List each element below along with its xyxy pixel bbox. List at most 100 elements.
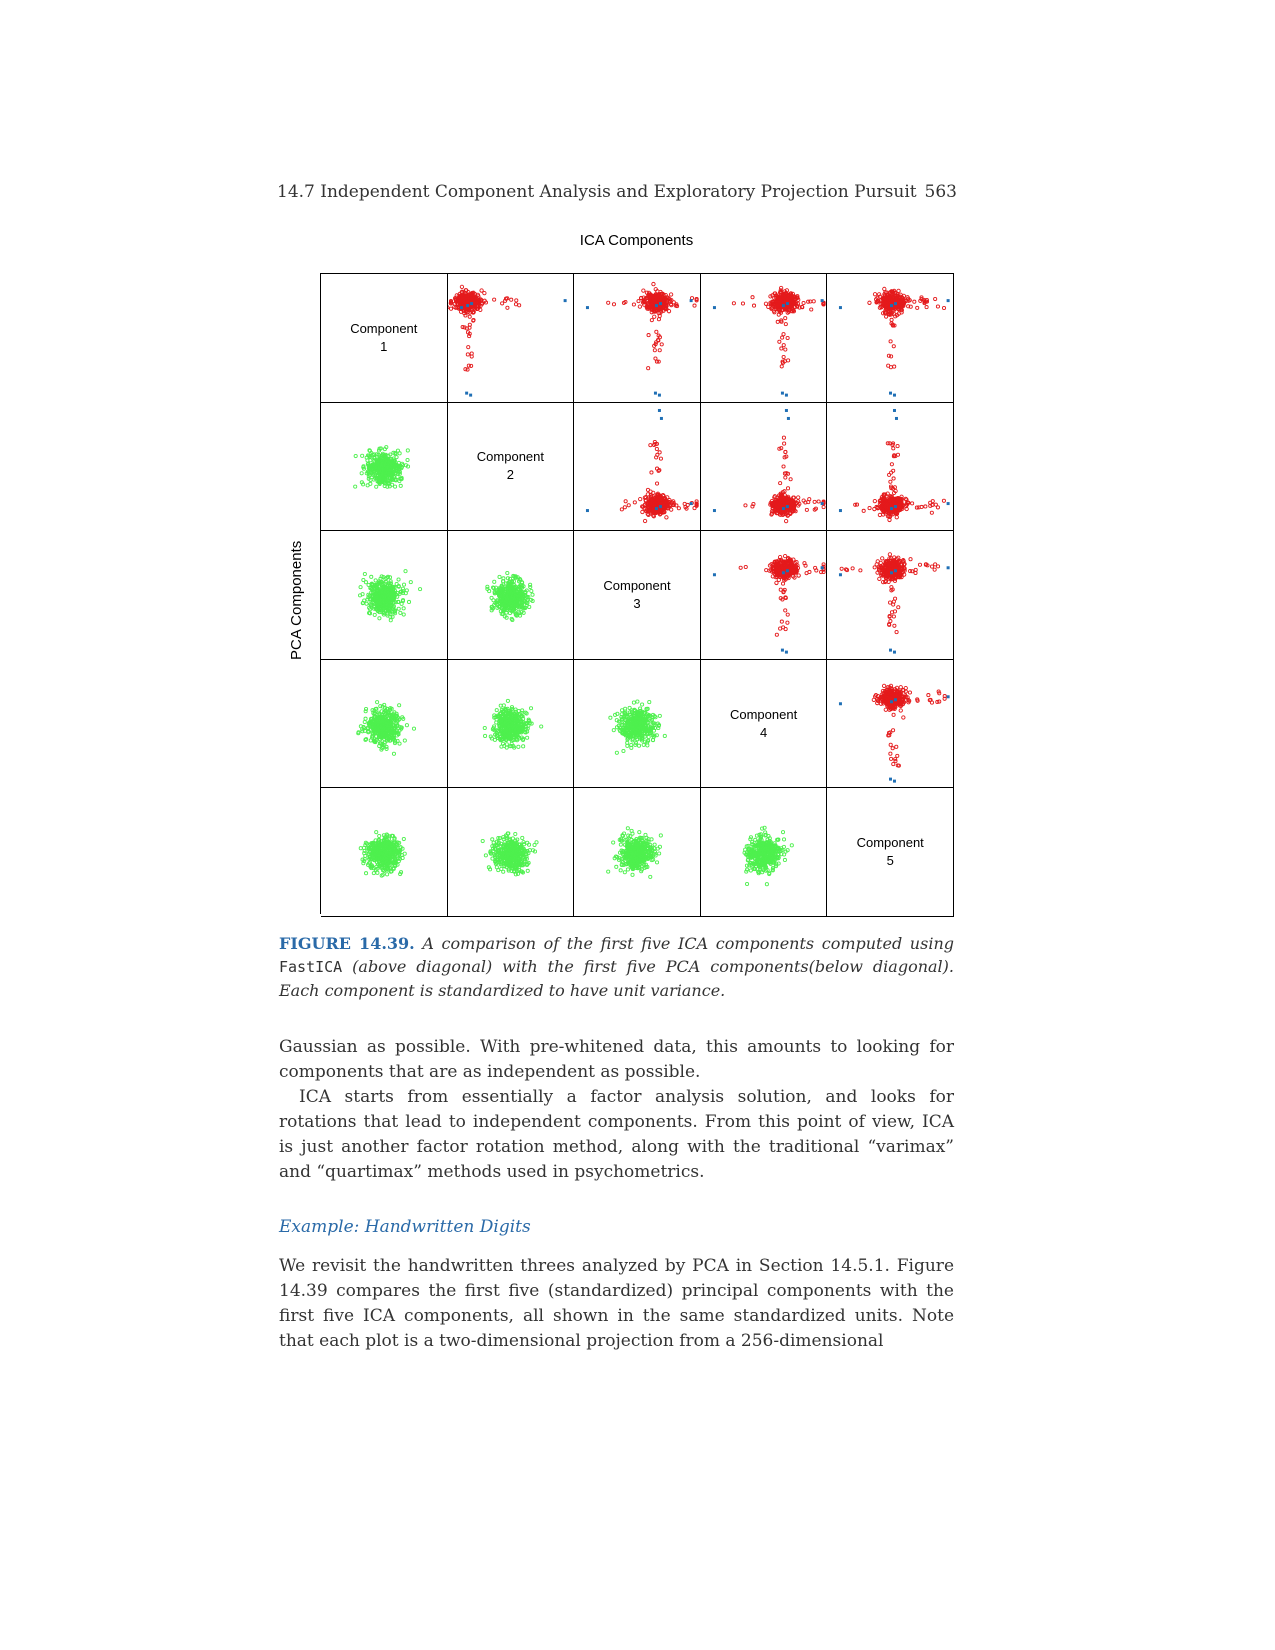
- ica-point: [932, 567, 938, 572]
- ica-point: [622, 504, 628, 509]
- pca-point: [395, 448, 400, 453]
- ica-point: [467, 314, 472, 319]
- pca-point: [400, 599, 405, 604]
- ica-point: [882, 303, 888, 308]
- ica-point: [645, 304, 650, 310]
- ica-point: [776, 577, 781, 583]
- pca-point: [388, 452, 393, 457]
- ica-point: [769, 562, 774, 567]
- figure-y-label: PCA Components: [288, 540, 305, 660]
- ica-point: [899, 575, 905, 580]
- ica-point: [776, 498, 781, 503]
- ica-point: [466, 363, 471, 368]
- pca-point: [385, 465, 390, 470]
- ica-point: [768, 294, 773, 299]
- ica-point: [769, 508, 774, 514]
- ica-point: [878, 566, 883, 571]
- pca-point: [360, 601, 365, 606]
- ica-highlight-point: [660, 416, 664, 420]
- pca-point: [379, 574, 384, 579]
- pca-point: [373, 578, 378, 583]
- ica-point: [769, 569, 775, 574]
- ica-point: [650, 506, 655, 511]
- ica-point: [900, 302, 905, 307]
- ica-point: [781, 441, 786, 446]
- ica-point: [645, 491, 651, 497]
- ica-point: [850, 566, 856, 571]
- ica-point: [462, 325, 467, 330]
- pca-point: [388, 618, 393, 623]
- ica-highlight-point: [893, 650, 897, 654]
- pca-point: [370, 600, 375, 605]
- ica-point: [888, 619, 893, 624]
- pca-point: [498, 609, 503, 614]
- ica-point: [872, 565, 878, 570]
- pca-point: [396, 464, 401, 470]
- ica-point: [642, 298, 647, 303]
- pca-point: [382, 740, 387, 745]
- pca-point: [361, 578, 366, 583]
- pca-point: [372, 455, 377, 460]
- ica-point: [895, 514, 900, 519]
- ica-point: [648, 502, 653, 507]
- ica-point: [803, 563, 808, 568]
- ica-point: [840, 566, 845, 572]
- ica-point: [900, 506, 905, 511]
- ica-point: [655, 481, 660, 486]
- pca-point: [372, 604, 377, 609]
- ica-point: [459, 284, 464, 290]
- ica-point: [646, 508, 651, 513]
- pca-point: [361, 464, 366, 469]
- pca-point: [504, 597, 509, 602]
- pca-point: [360, 453, 365, 458]
- ica-point: [461, 302, 466, 307]
- ica-highlight-point: [781, 506, 785, 510]
- ica-point: [804, 507, 809, 512]
- ica-point: [878, 512, 883, 517]
- ica-point: [783, 511, 788, 516]
- pca-point: [406, 600, 412, 605]
- ica-point: [892, 558, 898, 564]
- ica-point: [655, 466, 660, 471]
- pca-point: [397, 741, 402, 746]
- pca-point: [377, 446, 382, 451]
- pca-point: [371, 728, 376, 733]
- ica-point: [886, 508, 891, 513]
- ica-point: [892, 490, 897, 495]
- pca-point: [373, 585, 379, 590]
- ica-point: [632, 302, 637, 307]
- ica-highlight-point: [712, 508, 716, 512]
- ica-point: [657, 296, 662, 301]
- pca-point: [374, 484, 379, 489]
- ica-point: [895, 443, 901, 448]
- ica-point: [653, 356, 658, 361]
- pca-point: [520, 605, 525, 610]
- ica-point: [656, 493, 661, 498]
- ica-point: [463, 288, 468, 293]
- ica-point: [646, 333, 651, 338]
- ica-point: [858, 568, 863, 573]
- ica-point: [910, 569, 915, 574]
- ica-point: [455, 298, 461, 303]
- ica-point: [778, 288, 783, 293]
- pca-point: [368, 477, 373, 482]
- ica-point: [786, 309, 791, 314]
- ica-point: [877, 292, 882, 297]
- ica-point: [774, 580, 779, 586]
- ica-point: [892, 364, 897, 369]
- pca-point: [370, 598, 375, 603]
- component-label-number: 3: [633, 595, 641, 611]
- ica-point: [504, 305, 510, 310]
- ica-point: [783, 562, 788, 567]
- ica-point: [778, 508, 783, 513]
- ica-highlight-point: [890, 506, 894, 510]
- pca-point: [507, 576, 512, 582]
- pca-point: [376, 468, 381, 473]
- pca-point: [394, 723, 399, 728]
- pca-point: [370, 733, 375, 739]
- ica-point: [648, 442, 653, 447]
- pca-point: [397, 717, 402, 722]
- ica-point: [775, 319, 780, 324]
- ica-point: [892, 623, 897, 629]
- ica-point: [889, 300, 895, 305]
